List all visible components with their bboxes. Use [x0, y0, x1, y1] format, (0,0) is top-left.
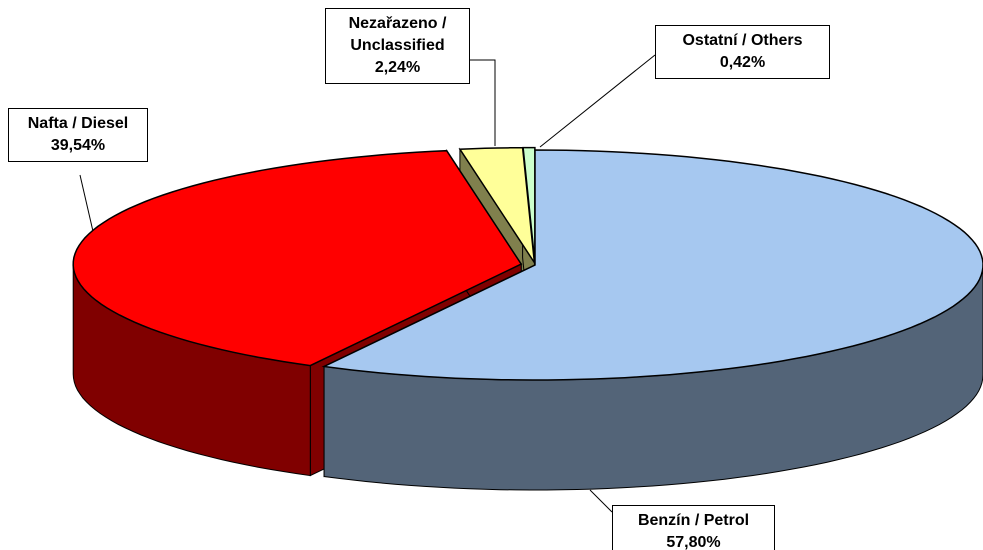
data-label: Nafta / Diesel 39,54% [8, 108, 148, 162]
category-label: Nafta / Diesel [27, 115, 129, 132]
data-label: Ostatní / Others 0,42% [655, 25, 830, 79]
slice [321, 149, 983, 491]
category-label: Benzín / Petrol [637, 512, 750, 529]
leader-line [589, 489, 613, 513]
value-label: 0,42% [719, 54, 766, 71]
slice-top [458, 146, 536, 264]
value-label: 57,80% [666, 534, 721, 550]
slice-top [321, 149, 983, 381]
category-label: Ostatní / Others [682, 32, 803, 49]
value-label: 2,24% [374, 59, 421, 76]
data-label: Nezařazeno / Unclassified 2,24% [325, 8, 470, 84]
leader-lines [79, 54, 656, 513]
value-label: 39,54% [50, 137, 106, 154]
leader-line [539, 54, 656, 148]
leader-line [79, 174, 96, 241]
category-label: Nezařazeno / Unclassified [348, 15, 447, 54]
data-label: Benzín / Petrol 57,80% [612, 505, 775, 550]
slice-top [72, 149, 523, 367]
leader-line [470, 59, 496, 146]
